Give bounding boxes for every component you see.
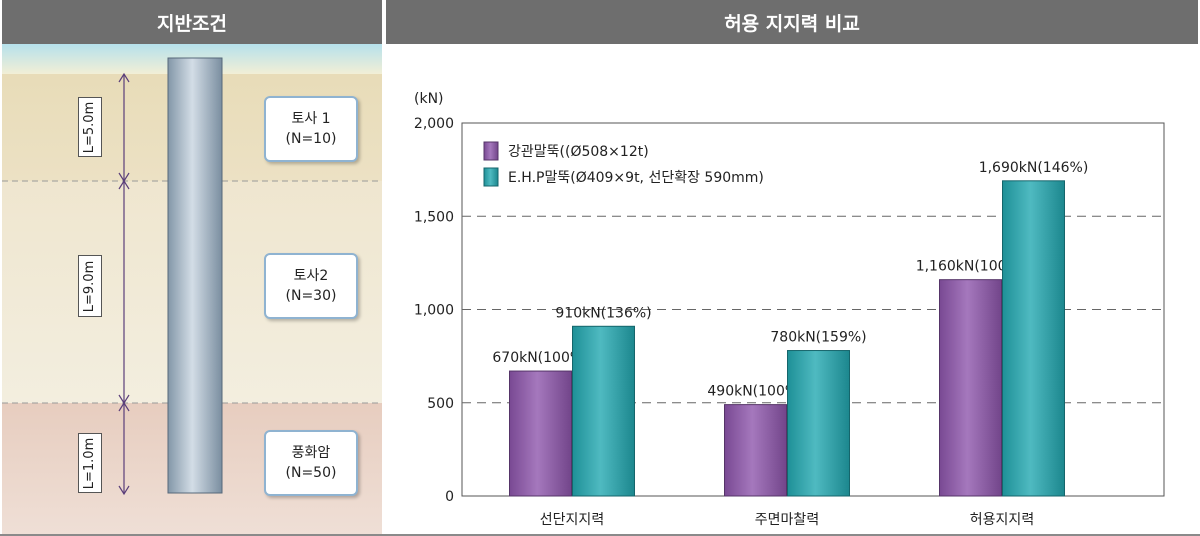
layer-1-tag: 토사 1 (N=10) [264,96,358,162]
y-tick-label: 2,000 [414,116,454,132]
layer-3-name: 풍화암 [291,445,331,461]
layer-2-length-label: L=9.0m [78,255,102,317]
y-tick-label: 500 [427,396,454,412]
layer-2-tag: 토사2 (N=30) [264,253,358,319]
bar [572,325,635,497]
bar-data-label: 1,160kN(100%) [916,259,1026,275]
x-tick-label: 선단지지력 [540,512,604,528]
layer-3-tag: 풍화암 (N=50) [264,430,358,496]
y-tick-label: 1,000 [414,303,454,319]
bottom-rule [0,534,1200,536]
bar [509,370,572,497]
bar [724,404,787,497]
layer-1-n-value: (N=10) [285,131,337,147]
bar [1002,180,1065,497]
legend-swatch [483,167,499,187]
capacity-comparison-header: 허용 지지력 비교 [386,0,1198,44]
layer-2-n-value: (N=30) [285,288,337,304]
bar [787,350,850,497]
bar-data-label: 490kN(100%) [707,384,803,400]
soil-conditions-title: 지반조건 [157,12,227,35]
pile-shaft [167,57,223,494]
capacity-bar-chart: 0 500 1,000 1,500 2,000 (kN) 670kN(100%) 910kN(… [414,91,1165,528]
legend-label: E.H.P말뚝(Ø409×9t, 선단확장 590mm) [508,170,764,186]
bar-data-label: 910kN(136%) [555,305,651,321]
legend-label: 강관말뚝((Ø508×12t) [508,144,649,160]
bar-data-label: 1,690kN(146%) [979,160,1089,176]
bar-data-label: 670kN(100%) [492,350,588,366]
layer-3-n-value: (N=50) [285,465,337,481]
layer-1-length-label: L=5.0m [78,97,102,157]
layer-2-name: 토사2 [293,268,329,284]
layer-3-length-label: L=1.0m [78,433,102,493]
layer-1-name: 토사 1 [291,111,331,127]
x-tick-label: 허용지지력 [970,512,1034,528]
capacity-comparison-title: 허용 지지력 비교 [724,12,860,35]
soil-conditions-header: 지반조건 [2,0,382,44]
bar-data-label: 780kN(159%) [770,330,866,346]
x-tick-label: 주면마찰력 [755,512,819,528]
y-tick-label: 0 [445,489,454,505]
y-tick-label: 1,500 [414,209,454,225]
legend-swatch [483,141,499,161]
dimension-arrowheads [118,72,130,496]
bar [939,279,1002,497]
y-axis-unit-label: (kN) [414,91,444,107]
